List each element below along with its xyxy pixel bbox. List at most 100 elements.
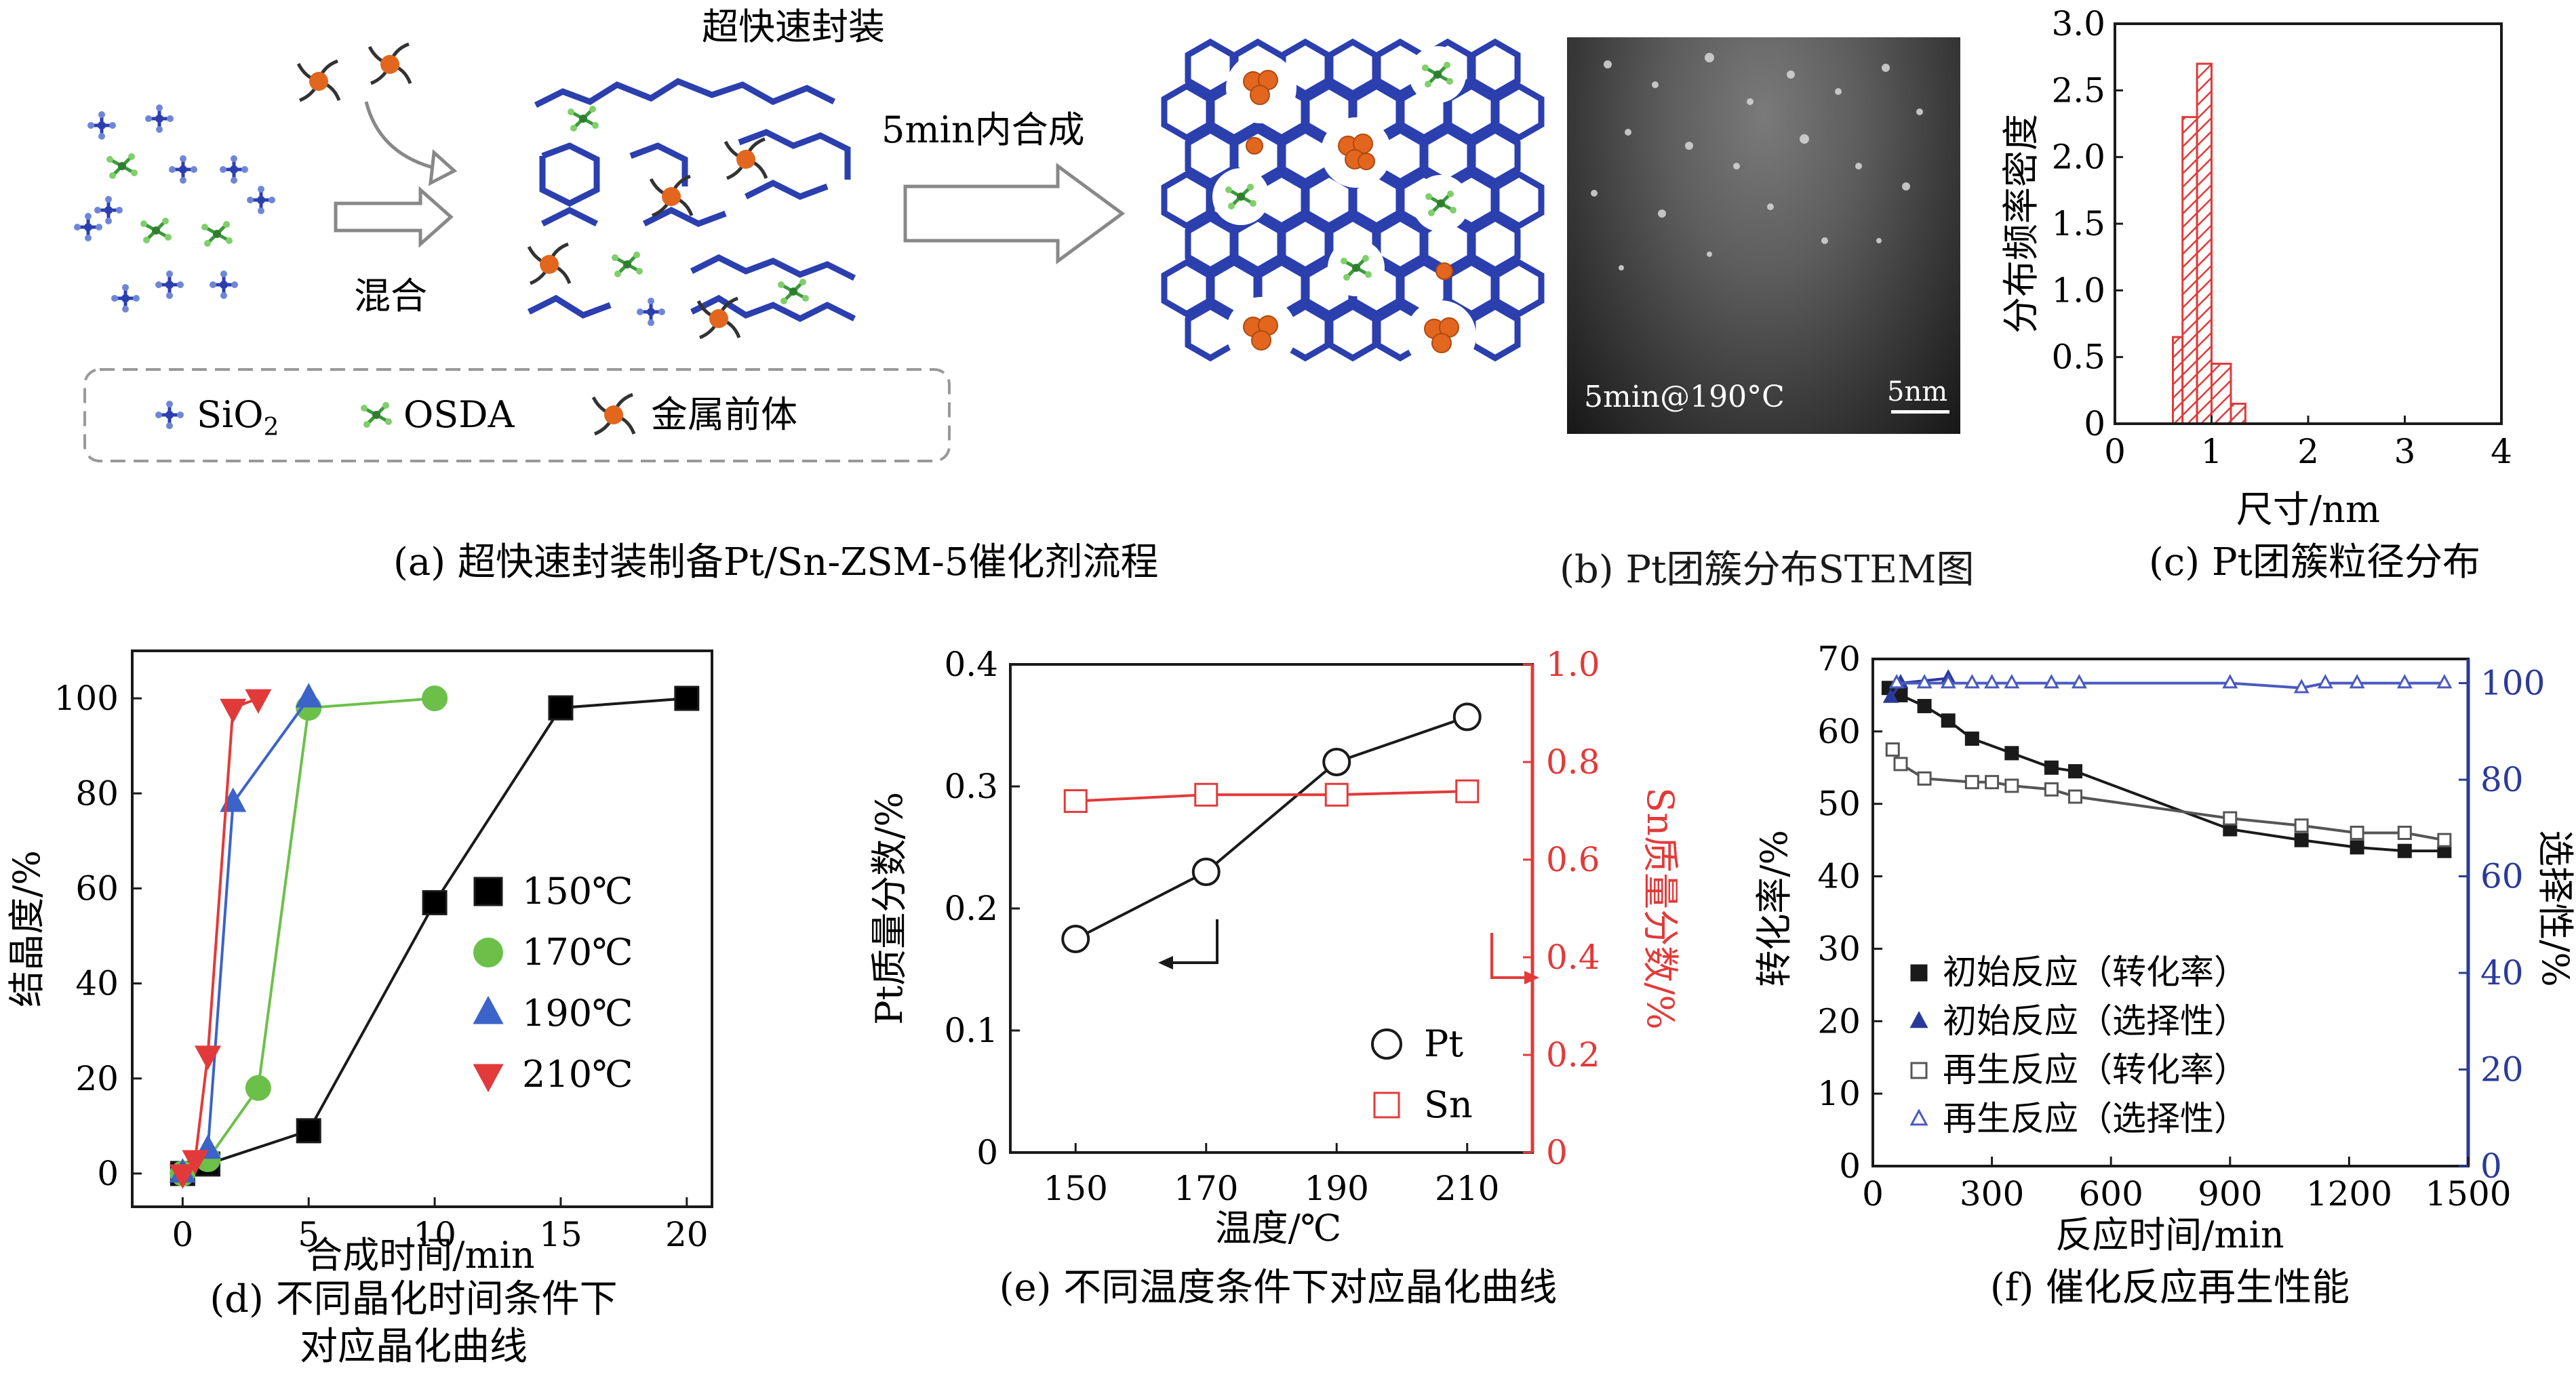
mix-label: 混合 xyxy=(354,275,427,317)
caption-c: (c) Pt团簇粒径分布 xyxy=(2149,540,2480,584)
chart-e-xtick-3: 210 xyxy=(1435,1169,1499,1208)
chart-d-ytick-1: 20 xyxy=(75,1059,119,1098)
chart-d-point-3-4 xyxy=(245,689,272,714)
chart-f-point-2-7 xyxy=(2068,789,2083,804)
chart-f-ytick-left-1: 10 xyxy=(1817,1074,1861,1113)
caption-b: (b) Pt团簇分布STEM图 xyxy=(1560,548,1975,592)
chart-f-ytick-right-3: 60 xyxy=(2480,857,2524,896)
chart-d-ytick-4: 80 xyxy=(75,774,119,813)
scale-bar xyxy=(1891,410,1949,414)
chart-f-xtick-4: 1200 xyxy=(2306,1174,2392,1214)
chart-d-xtick-3: 15 xyxy=(539,1215,582,1254)
chart-e-ytick-left-3: 0.3 xyxy=(944,767,998,806)
caption-d-line2: 对应晶化曲线 xyxy=(300,1325,528,1369)
chart-e-point-0-1 xyxy=(1191,858,1221,886)
chart-f-point-0-3 xyxy=(1941,713,1956,728)
caption-a: (a) 超快速封装制备Pt/Sn-ZSM-5催化剂流程 xyxy=(393,540,1158,584)
chart-c-ytick-6: 3.0 xyxy=(2051,4,2105,43)
chart-f-ytick-left-6: 60 xyxy=(1817,712,1861,751)
zeolite-framework xyxy=(1164,42,1541,371)
chart-e-ylabel-right: Sn质量分数/% xyxy=(1639,787,1682,1029)
chart-d-legend-label-1: 170℃ xyxy=(522,931,633,974)
chart-d-legend-marker-3 xyxy=(473,1064,504,1093)
chart-e-legend-marker-0 xyxy=(1371,1028,1402,1060)
chart-f-legend-label-0: 初始反应（转化率） xyxy=(1943,953,2248,992)
chart-f-point-0-10 xyxy=(2350,840,2364,855)
chart-c-bar-1 xyxy=(2181,116,2198,425)
chart-f-point-3-11 xyxy=(2349,674,2365,689)
chart-e-ylabel-left: Pt质量分数/% xyxy=(868,792,911,1025)
chart-f-legend-marker-1 xyxy=(1909,1011,1928,1028)
synth-label: 5min内合成 xyxy=(881,108,1085,151)
chart-d-point-0-2 xyxy=(296,1118,321,1144)
chart-d-point-2-3 xyxy=(295,683,322,708)
chart-e-legend-marker-1 xyxy=(1373,1092,1400,1119)
chart-f-point-2-8 xyxy=(2223,811,2238,826)
chart-e-ytick-left-0: 0 xyxy=(976,1133,998,1172)
chart-f-legend-label-2: 再生反应（转化率） xyxy=(1943,1050,2248,1089)
chart-f-legend-label-3: 再生反应（选择性） xyxy=(1943,1099,2248,1138)
scale-bar-label: 5nm xyxy=(1887,376,1948,407)
chart-d-legend-label-2: 190℃ xyxy=(522,992,633,1035)
chart-f-point-2-5 xyxy=(2004,778,2019,793)
chart-f-legend-label-1: 初始反应（选择性） xyxy=(1943,1001,2248,1041)
chart-f-point-3-1 xyxy=(1916,674,1933,689)
chart-e-ytick-right-4: 0.8 xyxy=(1546,742,1600,782)
legend-osda-label: OSDA xyxy=(403,393,515,436)
chart-f-legend-marker-0 xyxy=(1910,964,1928,982)
chart-e-xtick-2: 190 xyxy=(1305,1169,1369,1208)
chart-d-point-0-5 xyxy=(674,685,700,711)
chart-f-ytick-left-7: 70 xyxy=(1817,639,1861,679)
chart-f-legend-marker-3 xyxy=(1909,1108,1928,1126)
chart-c-bar-3 xyxy=(2211,363,2232,425)
chart-e-point-1-0 xyxy=(1063,789,1088,814)
chart-d-ytick-5: 100 xyxy=(54,679,119,718)
chart-f-point-2-10 xyxy=(2350,825,2364,840)
caption-d-line1: (d) 不同晶化时间条件下 xyxy=(210,1277,617,1321)
chart-f-point-3-7 xyxy=(2071,674,2087,689)
chart-f-point-3-13 xyxy=(2436,674,2453,689)
chart-d-legend-marker-1 xyxy=(473,938,503,967)
chart-c-ylabel: 分布频率密度 xyxy=(2000,114,2042,334)
chart-f-point-2-1 xyxy=(1893,757,1908,772)
chart-c-size-distribution: 0 1 2 3 4 0 0.5 1.0 1.5 2.0 2.5 3.0 尺寸/nm 分布频率密度 (… xyxy=(2000,4,2512,584)
chart-e-point-0-2 xyxy=(1322,748,1351,776)
chart-d-point-0-4 xyxy=(548,695,574,721)
chart-d-ytick-2: 40 xyxy=(75,964,119,1003)
stem-image: 5min@190°C 5nm xyxy=(1567,37,1960,434)
chart-f-regeneration: 0 300 600 900 1200 1500 0 10 20 30 40 50 60 70 0 20 40… xyxy=(1753,639,2576,1310)
chart-f-point-0-5 xyxy=(2004,746,2019,761)
chart-e-legend-label-1: Sn xyxy=(1424,1083,1473,1126)
chart-f-ytick-left-5: 50 xyxy=(1817,784,1861,824)
chart-f-ylabel-right: 选择性/% xyxy=(2534,830,2576,987)
chart-e-ytick-right-3: 0.6 xyxy=(1546,840,1600,879)
chart-c-ytick-1: 0.5 xyxy=(2051,338,2105,377)
chart-e-ytick-left-1: 0.1 xyxy=(944,1011,998,1050)
chart-f-point-1-0 xyxy=(1882,688,1899,703)
chart-f-point-3-8 xyxy=(2222,674,2238,689)
chart-d-line-1 xyxy=(182,697,435,1175)
chart-e-point-1-2 xyxy=(1324,782,1349,807)
chart-f-point-0-11 xyxy=(2397,843,2412,858)
chart-f-point-2-12 xyxy=(2437,833,2452,847)
chart-d-point-1-4 xyxy=(422,685,448,712)
chart-f-point-0-9 xyxy=(2294,833,2309,847)
chart-f-ytick-left-2: 20 xyxy=(1817,1001,1861,1041)
chart-d-legend-label-3: 210℃ xyxy=(522,1053,633,1096)
chart-c-ytick-5: 2.5 xyxy=(2051,71,2105,110)
panel-a-legend-box xyxy=(83,368,951,462)
chart-f-point-2-9 xyxy=(2294,818,2309,833)
chart-d-xlabel: 合成时间/min xyxy=(306,1234,534,1277)
chart-f-ytick-right-2: 40 xyxy=(2480,953,2524,993)
stem-condition: 5min@190°C xyxy=(1584,380,1785,414)
chart-e-xlabel: 温度/℃ xyxy=(1215,1207,1342,1249)
chart-d-legend-marker-2 xyxy=(473,995,504,1024)
chart-f-xtick-1: 300 xyxy=(1960,1174,2024,1214)
chart-f-ytick-right-5: 100 xyxy=(2480,664,2545,703)
chart-d-crystallinity-time: 0 5 10 15 20 0 20 40 60 80 100 150℃ 170℃ 190℃ 210℃ 合… xyxy=(5,649,713,1369)
chart-f-point-2-4 xyxy=(1985,775,2000,790)
chart-c-xtick-4: 4 xyxy=(2491,432,2512,471)
chart-c-bar-2 xyxy=(2196,62,2213,425)
caption-e: (e) 不同温度条件下对应晶化曲线 xyxy=(999,1266,1558,1310)
chart-e-point-0-0 xyxy=(1061,925,1090,953)
